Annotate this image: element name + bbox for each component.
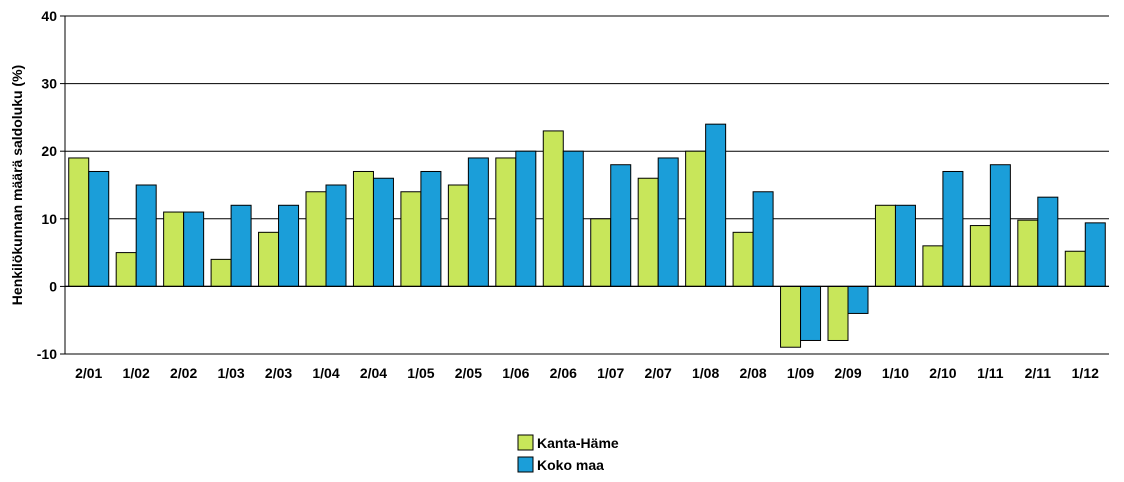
bar [800, 285, 822, 341]
bar [847, 285, 869, 314]
bar [515, 150, 537, 287]
bar [827, 285, 849, 341]
bar [922, 245, 944, 287]
y-axis-title: Henkilökunnan määrä saldoluku (%) [9, 65, 25, 305]
x-tick-label: 1/05 [407, 365, 434, 381]
bars [68, 123, 1106, 348]
x-tick-label: 2/01 [75, 365, 102, 381]
bar [420, 170, 442, 287]
bar [752, 191, 774, 287]
bar [657, 157, 679, 287]
bar [325, 184, 347, 287]
y-tick-label: -10 [37, 346, 57, 362]
bar [780, 285, 802, 348]
x-tick-label: 1/08 [692, 365, 719, 381]
x-tick-label: 2/05 [455, 365, 482, 381]
bar [305, 191, 327, 287]
legend-label: Kanta-Häme [537, 435, 619, 451]
x-tick-label: 2/03 [265, 365, 292, 381]
y-tick-label: 0 [49, 278, 57, 294]
bar [400, 191, 422, 287]
x-tick-label: 2/04 [360, 365, 387, 381]
bar [942, 170, 964, 287]
bar [258, 231, 280, 287]
bar [732, 231, 754, 287]
bar [68, 157, 90, 287]
bar [705, 123, 727, 287]
bar [447, 184, 469, 287]
bar [685, 150, 707, 287]
legend-label: Koko maa [537, 457, 604, 473]
bar [467, 157, 489, 287]
bar [562, 150, 584, 287]
x-tick-label: 2/10 [929, 365, 956, 381]
x-tick-label: 1/10 [882, 365, 909, 381]
bar [1037, 196, 1059, 287]
y-tick-label: 10 [41, 211, 57, 227]
x-tick-label: 2/02 [170, 365, 197, 381]
bar [135, 184, 157, 287]
x-tick-label: 1/02 [123, 365, 150, 381]
bar [352, 170, 374, 287]
y-tick-label: 20 [41, 143, 57, 159]
x-tick-label: 1/11 [977, 365, 1004, 381]
bar [894, 204, 916, 287]
legend-swatch [517, 456, 534, 473]
bar [495, 157, 517, 287]
y-tick-label: 40 [41, 8, 57, 24]
x-tick-label: 2/08 [739, 365, 766, 381]
bar [874, 204, 896, 287]
y-tick-label: 30 [41, 76, 57, 92]
x-tick-label: 1/12 [1072, 365, 1099, 381]
bar [210, 258, 232, 287]
tick-labels: -10 0 10 20 30 40 2/01 1/02 2/02 1/03 2/03 1/04 2/04… [37, 8, 1099, 381]
bar [1064, 250, 1086, 287]
bar [372, 177, 394, 287]
bar [1017, 219, 1039, 287]
x-tick-label: 1/06 [502, 365, 529, 381]
bar [590, 218, 612, 287]
bar [183, 211, 205, 287]
bar [230, 204, 252, 287]
bar [88, 170, 110, 287]
bar [542, 130, 564, 287]
legend: Kanta-Häme Koko maa [517, 434, 619, 473]
x-tick-label: 1/04 [312, 365, 339, 381]
x-tick-label: 2/09 [834, 365, 861, 381]
bar [1084, 222, 1106, 287]
x-tick-label: 1/09 [787, 365, 814, 381]
x-tick-label: 1/07 [597, 365, 624, 381]
bar [989, 164, 1011, 287]
bar [969, 225, 991, 287]
bar [115, 252, 137, 287]
bar [637, 177, 659, 287]
x-tick-label: 2/11 [1025, 365, 1052, 381]
x-tick-label: 1/03 [217, 365, 244, 381]
bar [610, 164, 632, 287]
bar [163, 211, 185, 287]
legend-swatch [517, 434, 534, 451]
axes [60, 15, 1109, 355]
x-tick-label: 2/06 [550, 365, 577, 381]
bar [278, 204, 300, 287]
x-tick-label: 2/07 [645, 365, 672, 381]
